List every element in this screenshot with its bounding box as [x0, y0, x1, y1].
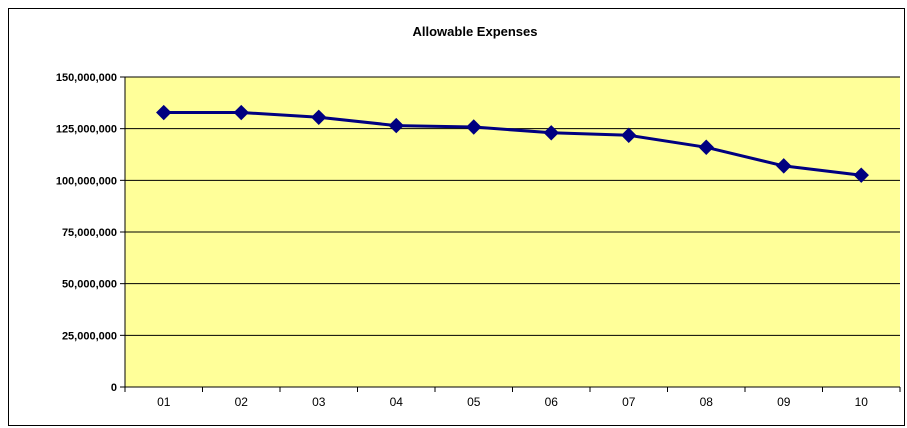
axis-layer: [120, 76, 901, 392]
x-tick-label: 06: [545, 395, 559, 409]
x-tick-label: 08: [700, 395, 714, 409]
x-tick-label: 07: [622, 395, 636, 409]
y-tick-label: 0: [111, 382, 117, 394]
data-point-marker: [853, 167, 869, 183]
y-tick-label: 150,000,000: [56, 72, 117, 84]
series-layer: [156, 104, 869, 183]
data-point-marker: [621, 127, 637, 143]
chart-svg: Allowable Expenses 0 25,000,000 50,000,000…: [56, 24, 901, 409]
x-tick-label: 10: [855, 395, 869, 409]
data-point-marker: [776, 158, 792, 174]
x-tick-label: 03: [312, 395, 326, 409]
grid-layer: [125, 76, 900, 336]
y-tick-label: 100,000,000: [56, 175, 117, 187]
data-point-marker: [156, 104, 172, 121]
chart-title: Allowable Expenses: [413, 24, 538, 39]
x-tick-label: 09: [777, 395, 791, 409]
y-tick-label: 75,000,000: [62, 227, 117, 239]
x-tick-label: 04: [390, 395, 404, 409]
y-tick-labels: 0 25,000,000 50,000,000 75,000,000 100,000,0…: [56, 72, 117, 394]
series-line: [163, 111, 862, 177]
x-tick-label: 02: [235, 395, 249, 409]
y-tick-label: 125,000,000: [56, 124, 117, 136]
data-point-marker: [233, 104, 249, 121]
y-tick-label: 50,000,000: [62, 279, 117, 291]
x-tick-label: 01: [157, 395, 171, 409]
data-point-marker: [388, 117, 404, 134]
data-point-marker: [698, 139, 714, 155]
data-point-marker: [543, 125, 559, 141]
x-tick-label: 05: [467, 395, 481, 409]
x-tick-labels: 01 02 03 04 05 06 07 08 09 10: [157, 395, 868, 409]
data-point-marker: [311, 109, 327, 126]
chart-frame: Allowable Expenses 0 25,000,000 50,000,000…: [8, 8, 905, 426]
y-tick-label: 25,000,000: [62, 330, 117, 342]
data-point-marker: [466, 119, 482, 135]
